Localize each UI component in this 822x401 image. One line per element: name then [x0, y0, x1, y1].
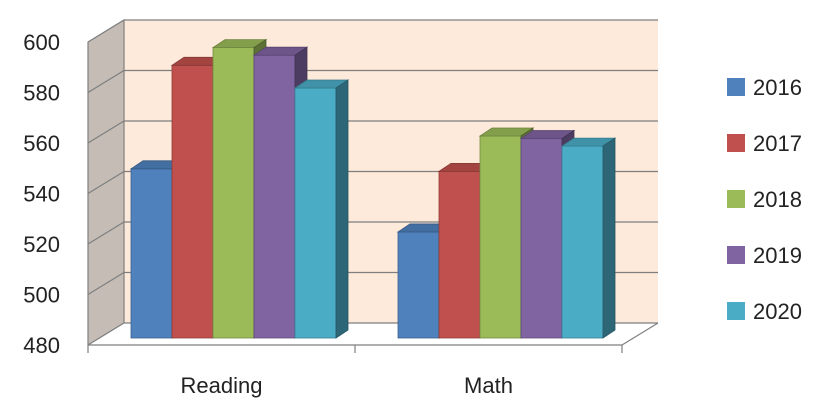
bars — [129, 38, 617, 339]
x-category-label: Reading — [181, 373, 263, 398]
x-category-label: Math — [464, 373, 513, 398]
legend-label: 2018 — [753, 187, 802, 212]
y-tick-label: 600 — [23, 30, 60, 55]
bar-front — [130, 168, 173, 339]
legend-item: 2016 — [727, 75, 802, 100]
legend-label: 2020 — [753, 299, 802, 324]
y-tick-label: 580 — [23, 81, 60, 106]
y-tick-label: 500 — [23, 283, 60, 308]
bar — [293, 79, 350, 339]
bar-front — [479, 135, 522, 339]
bar-front — [438, 170, 481, 339]
legend-swatch — [727, 246, 745, 264]
y-tick-label: 480 — [23, 333, 60, 358]
legend-swatch — [727, 134, 745, 152]
legend-item: 2018 — [727, 187, 802, 212]
legend-label: 2017 — [753, 131, 802, 156]
bar — [560, 137, 617, 339]
y-axis-ticks: 480 500 520 540 560 580 600 — [23, 30, 60, 358]
bar-front — [520, 138, 563, 339]
bar-side — [335, 79, 349, 339]
y-tick-label: 520 — [23, 232, 60, 257]
legend-item: 2017 — [727, 131, 802, 156]
bar-side — [602, 137, 616, 339]
legend-item: 2020 — [727, 299, 802, 324]
legend-swatch — [727, 302, 745, 320]
bar-front — [294, 87, 337, 339]
bar-front — [171, 64, 214, 339]
legend-label: 2016 — [753, 75, 802, 100]
legend-item: 2019 — [727, 243, 802, 268]
axes — [87, 20, 659, 353]
bar-front — [253, 54, 296, 339]
legend-swatch — [727, 78, 745, 96]
legend: 2016 2017 2018 2019 2020 — [727, 75, 802, 324]
floor-edge — [621, 322, 659, 346]
legend-swatch — [727, 190, 745, 208]
legend-label: 2019 — [753, 243, 802, 268]
y-tick-label: 560 — [23, 131, 60, 156]
bar-front — [212, 47, 255, 339]
bar-front — [561, 145, 604, 339]
bar-front — [397, 231, 440, 339]
y-tick-label: 540 — [23, 182, 60, 207]
x-axis-ticks: Reading Math — [181, 373, 513, 398]
